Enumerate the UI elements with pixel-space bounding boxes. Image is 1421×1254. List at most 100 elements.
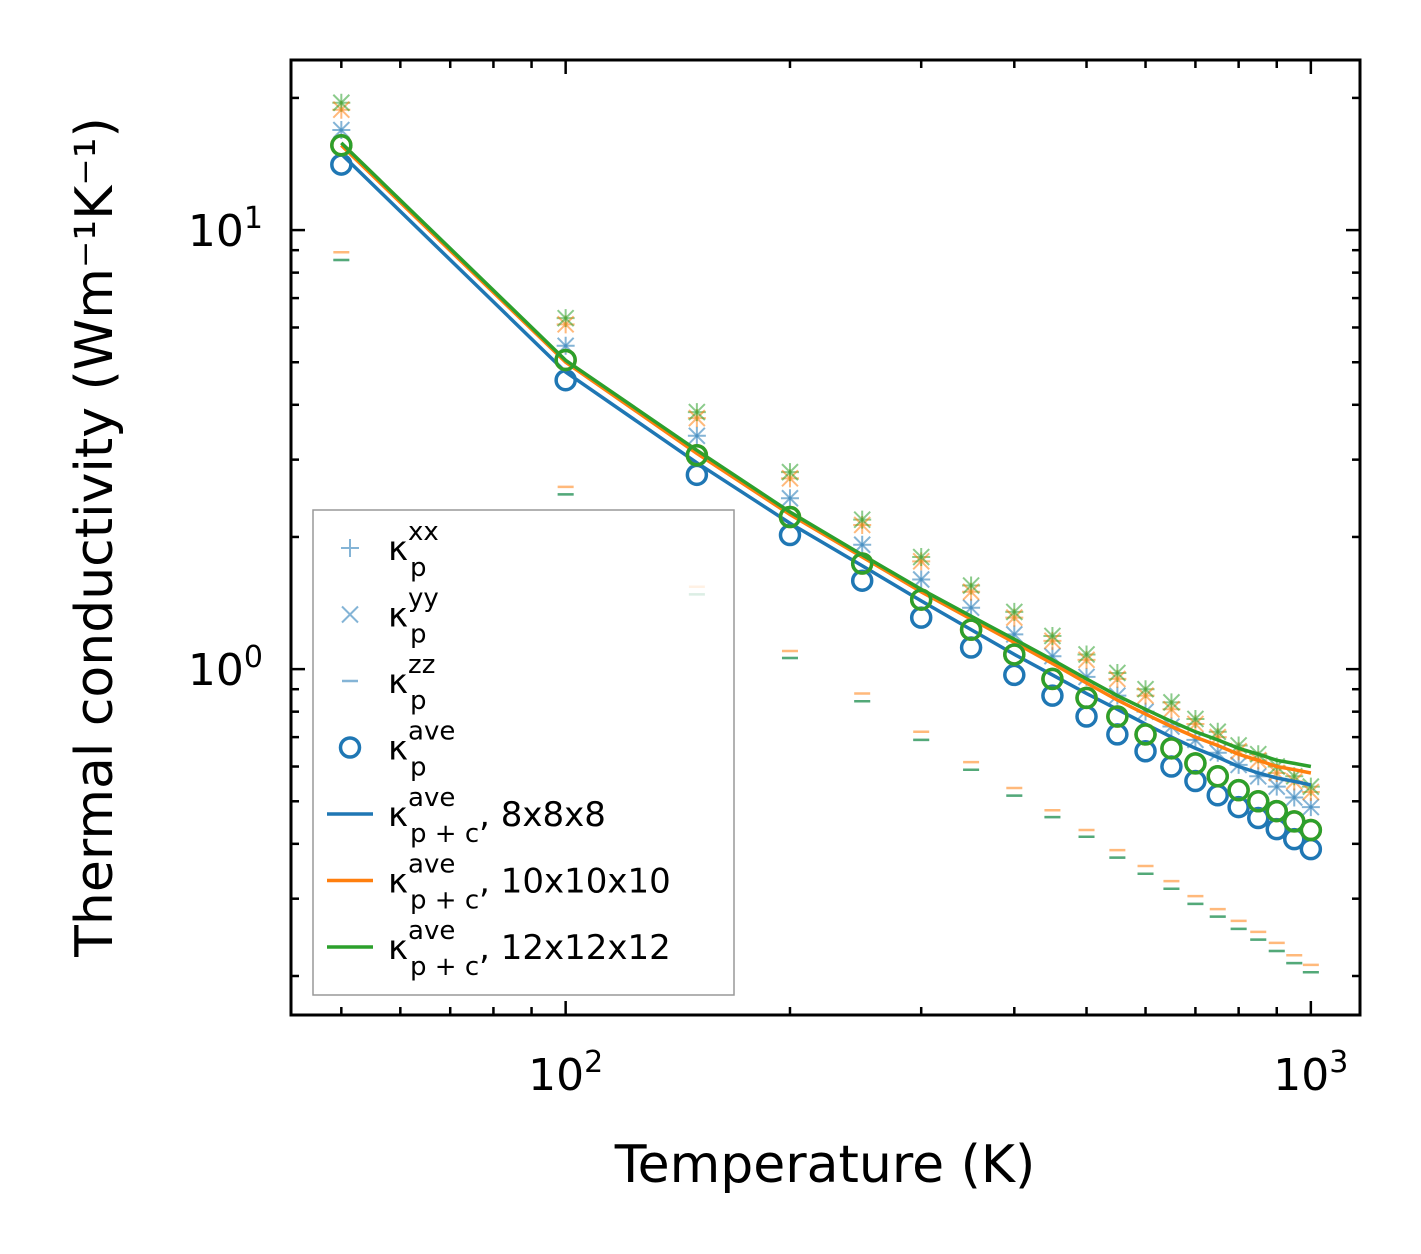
- point-kyy_10: [1108, 670, 1127, 688]
- legend-item: κave p + c, 12x12x12: [327, 916, 671, 982]
- legend-label: κave p + c, 8x8x8: [388, 783, 606, 849]
- point-kyy_12: [1043, 627, 1062, 645]
- point-kave_12: [959, 618, 983, 641]
- point-kave_12: [850, 552, 874, 575]
- point-kave_8: [1247, 806, 1270, 830]
- point-kave_8: [1206, 784, 1229, 807]
- y-tick-label: 101: [188, 201, 263, 257]
- point-kyy_10: [962, 583, 980, 601]
- point-kave_8: [330, 153, 353, 176]
- point-kave_12: [1247, 790, 1270, 813]
- point-kyy_12: [556, 309, 575, 327]
- point-kyy_10: [1162, 700, 1181, 719]
- point-kave_8: [1106, 723, 1129, 746]
- point-kyy_10: [912, 552, 930, 571]
- legend-label-base: κ: [388, 596, 408, 636]
- x-tick-base: 10: [528, 1050, 584, 1101]
- legend-label-suffix: , 12x12x12: [479, 928, 671, 968]
- legend-item: κzz p: [342, 650, 435, 716]
- point-kave_8: [685, 463, 709, 487]
- point-kave_12: [909, 588, 933, 611]
- series-kzz_12: [333, 258, 1319, 974]
- point-kave_8: [1160, 755, 1183, 778]
- legend-item: κave p: [338, 717, 455, 783]
- point-kyy_12: [1108, 664, 1127, 682]
- line-kpc_10: [340, 144, 1312, 775]
- point-kyy_10: [1005, 608, 1024, 627]
- y-tick-base: 10: [188, 645, 244, 696]
- point-kyy_12: [781, 463, 799, 481]
- legend-item: κyy p: [341, 584, 439, 650]
- point-kave_8: [909, 606, 933, 629]
- legend-label-sup: xx: [408, 517, 439, 547]
- point-kave_12: [1184, 752, 1207, 775]
- point-kave_12: [1299, 818, 1323, 842]
- point-kyy_10: [332, 101, 351, 119]
- point-kave_12: [330, 134, 353, 157]
- x-axis-label: Temperature (K): [614, 1135, 1036, 1195]
- point-kave_12: [1265, 799, 1289, 823]
- legend-label-base: κ: [388, 729, 408, 769]
- point-kave_8: [1003, 663, 1026, 687]
- legend-label-sup: zz: [408, 650, 435, 680]
- legend-label-sup: yy: [408, 584, 439, 614]
- point-kyy_8: [1302, 798, 1320, 816]
- y-tick-base: 10: [188, 206, 244, 257]
- legend-label-sub: p: [410, 753, 427, 783]
- series-kpc_10: [340, 144, 1312, 775]
- point-kyy_12: [1162, 693, 1181, 712]
- x-tick-base: 10: [1273, 1050, 1329, 1101]
- point-kyy_10: [781, 469, 799, 488]
- point-kave_12: [1106, 705, 1129, 728]
- legend-label-sub: p: [410, 686, 427, 716]
- point-kave_12: [1075, 686, 1098, 710]
- point-kyy_8: [1268, 777, 1286, 796]
- point-kyy_10: [1136, 686, 1155, 705]
- legend-label-base: κ: [388, 662, 408, 702]
- point-kyy_10: [853, 516, 871, 534]
- legend-label-suffix: , 8x8x8: [479, 795, 606, 835]
- point-kyy_10: [1302, 783, 1320, 801]
- legend-label-suffix: , 10x10x10: [479, 862, 671, 902]
- x-tick-label: 102: [528, 1045, 603, 1101]
- legend-item: κxx p: [341, 517, 439, 583]
- series-kpc_12: [340, 141, 1312, 769]
- point-kyy_12: [1136, 680, 1155, 698]
- point-kyy_8: [332, 121, 351, 139]
- legend-item: κave p + c, 8x8x8: [327, 783, 606, 849]
- legend-label-base: κ: [388, 862, 408, 902]
- point-kave_12: [1206, 765, 1229, 788]
- legend-marker-swatch: [341, 539, 359, 557]
- legend-label-sup: ave: [408, 850, 455, 880]
- point-kave_8: [1299, 837, 1323, 861]
- point-kave_12: [778, 505, 802, 529]
- point-kave_12: [1134, 723, 1157, 746]
- legend-label-sub: p: [410, 620, 427, 650]
- point-kyy_10: [1043, 632, 1062, 650]
- point-kyy_10: [1077, 651, 1096, 669]
- point-kyy_12: [332, 94, 351, 112]
- point-kave_12: [1160, 737, 1183, 760]
- point-kyy_12: [1186, 710, 1205, 728]
- y-axis-label: Thermal conductivity (Wm⁻¹K⁻¹): [65, 117, 125, 958]
- line-kpc_8: [340, 152, 1312, 787]
- x-tick-exponent: 2: [584, 1045, 603, 1080]
- legend-label-sub: p + c: [410, 952, 479, 982]
- legend-label-base: κ: [388, 795, 408, 835]
- point-kyy_12: [1077, 645, 1096, 664]
- point-kave_8: [1134, 740, 1157, 763]
- legend-label: κave p + c, 10x10x10: [388, 850, 671, 916]
- point-kyy_12: [853, 510, 871, 529]
- point-kave_8: [850, 569, 874, 592]
- point-kave_12: [685, 443, 709, 467]
- point-kyy_12: [688, 403, 706, 421]
- line-kpc_12: [340, 141, 1312, 769]
- legend-marker-swatch: [341, 605, 359, 624]
- plot-marks: [330, 93, 1323, 974]
- y-tick-label: 100: [188, 640, 263, 696]
- point-kyy_10: [688, 409, 706, 427]
- point-kave_12: [1227, 778, 1250, 802]
